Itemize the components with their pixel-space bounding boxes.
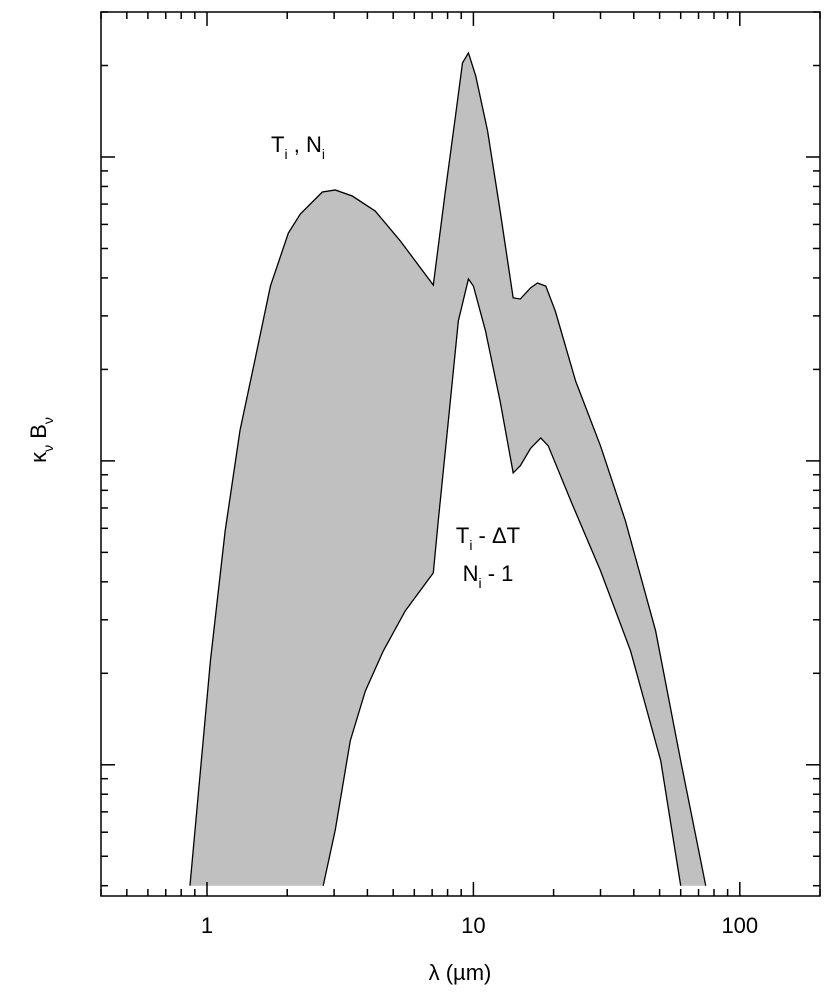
text-run: N [463,561,479,586]
subscript: i [322,146,325,162]
text-run: T [456,523,469,548]
text-run: - 1 [482,561,514,586]
subscript: i [469,537,472,553]
subscript: ν [40,417,56,424]
text-run: T [271,132,284,157]
text-run: , N [288,132,322,157]
annotation: Ni​ - 1 [463,561,514,591]
subscript: i [478,575,481,591]
subscript: i [284,146,287,162]
band-fill [189,52,706,886]
curve [322,277,682,886]
text-run: λ (µm) [429,960,492,985]
annotation: Ti​ , Ni​ [271,132,325,162]
text-run: κ [26,451,51,463]
curve [189,51,707,886]
subscript: ν [40,445,56,452]
x-tick-label: 10 [461,913,485,938]
x-axis-label: λ (µm) [429,960,492,985]
text-run: B [26,424,51,445]
text-run: - ΔT [472,523,520,548]
x-tick-label: 1 [201,913,213,938]
y-axis-label: κν​ Bν​ [26,417,56,463]
annotation: Ti​ - ΔT [456,523,520,553]
x-tick-label: 100 [721,913,758,938]
